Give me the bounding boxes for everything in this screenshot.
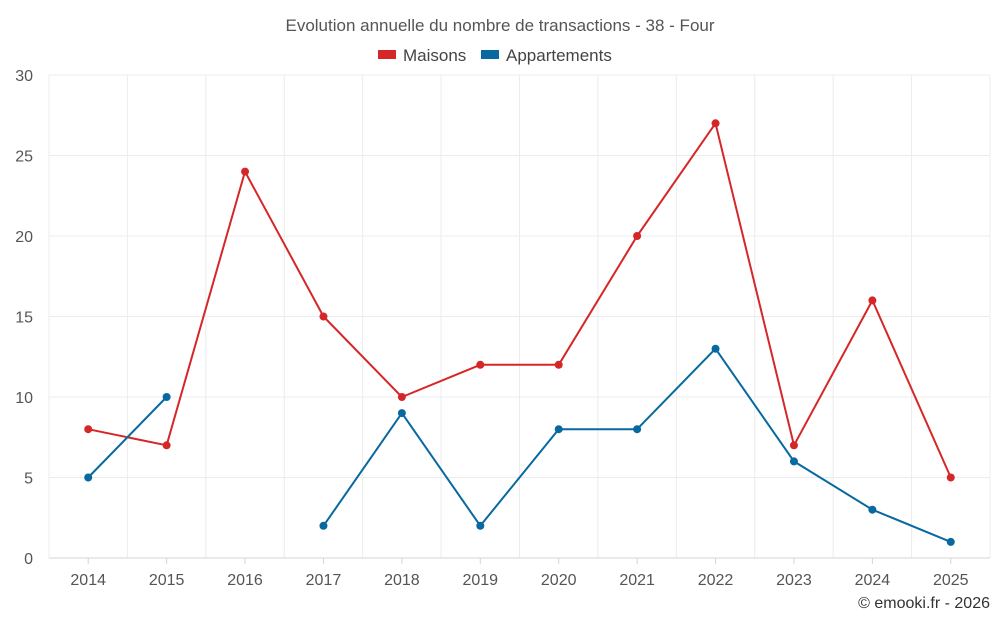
legend-swatch-appartements xyxy=(481,50,499,59)
x-tick-label: 2017 xyxy=(306,572,342,589)
data-point-maisons-2020[interactable] xyxy=(554,360,563,369)
series-line-appartements xyxy=(87,396,168,479)
x-tick-label: 2016 xyxy=(227,572,263,589)
grid xyxy=(48,74,991,558)
data-point-appartements-2019[interactable] xyxy=(476,521,485,530)
x-tick-label: 2022 xyxy=(698,572,734,589)
y-tick-label: 20 xyxy=(15,229,33,246)
chart-title: Evolution annuelle du nombre de transact… xyxy=(285,16,714,35)
data-point-maisons-2022[interactable] xyxy=(711,119,720,128)
data-point-appartements-2018[interactable] xyxy=(397,409,406,418)
legend-label-appartements: Appartements xyxy=(506,46,612,65)
data-point-appartements-2021[interactable] xyxy=(633,425,642,434)
series-appartements xyxy=(84,344,955,546)
data-point-maisons-2023[interactable] xyxy=(789,441,798,450)
data-point-appartements-2025[interactable] xyxy=(946,537,955,546)
data-point-appartements-2014[interactable] xyxy=(84,473,93,482)
series-line-appartements xyxy=(322,347,952,543)
data-point-appartements-2017[interactable] xyxy=(319,521,328,530)
data-point-maisons-2014[interactable] xyxy=(84,425,93,434)
data-point-appartements-2024[interactable] xyxy=(868,505,877,514)
x-tick-label: 2014 xyxy=(70,572,106,589)
data-point-maisons-2024[interactable] xyxy=(868,296,877,305)
x-tick-label: 2025 xyxy=(933,572,969,589)
series-line-maisons xyxy=(87,122,952,478)
y-tick-label: 0 xyxy=(24,551,33,568)
legend-item-maisons[interactable]: Maisons xyxy=(378,46,466,65)
data-point-appartements-2022[interactable] xyxy=(711,344,720,353)
legend-swatch-maisons xyxy=(378,50,396,59)
data-point-maisons-2019[interactable] xyxy=(476,360,485,369)
x-tick-label: 2020 xyxy=(541,572,577,589)
legend-label-maisons: Maisons xyxy=(403,46,466,65)
credit-text: © emooki.fr - 2026 xyxy=(858,595,990,612)
data-point-appartements-2023[interactable] xyxy=(789,457,798,466)
data-point-maisons-2016[interactable] xyxy=(241,167,250,176)
x-tick-label: 2018 xyxy=(384,572,420,589)
y-tick-label: 25 xyxy=(15,149,33,166)
data-point-maisons-2021[interactable] xyxy=(633,232,642,240)
legend: Maisons Appartements xyxy=(378,46,612,65)
y-tick-label: 5 xyxy=(24,471,33,488)
x-tick-label: 2015 xyxy=(149,572,185,589)
data-point-maisons-2017[interactable] xyxy=(319,312,328,321)
y-tick-label: 30 xyxy=(15,68,33,85)
x-tick-label: 2019 xyxy=(462,572,498,589)
legend-item-appartements[interactable]: Appartements xyxy=(481,46,612,65)
y-tick-label: 15 xyxy=(15,310,33,327)
series xyxy=(84,119,955,546)
y-tick-label: 10 xyxy=(15,390,33,407)
data-point-maisons-2025[interactable] xyxy=(946,473,955,482)
series-maisons xyxy=(84,119,955,482)
x-tick-label: 2023 xyxy=(776,572,812,589)
x-tick-label: 2021 xyxy=(619,572,655,589)
data-point-maisons-2018[interactable] xyxy=(397,393,406,401)
data-point-maisons-2015[interactable] xyxy=(162,441,171,450)
x-tick-label: 2024 xyxy=(855,572,891,589)
data-point-appartements-2020[interactable] xyxy=(554,425,563,434)
data-point-appartements-2015[interactable] xyxy=(162,393,171,401)
